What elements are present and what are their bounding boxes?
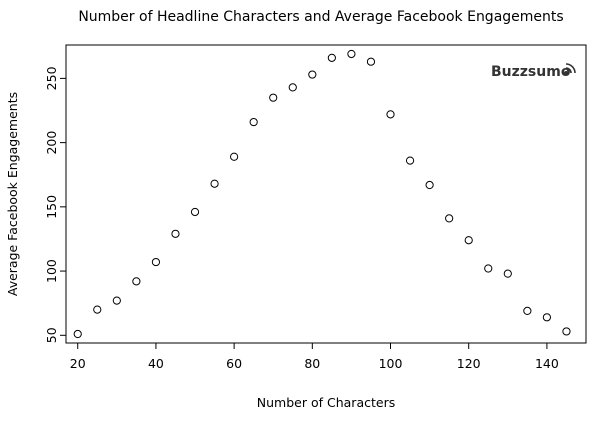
logo-text: Buzzsumo: [491, 64, 571, 80]
data-point: [425, 180, 434, 190]
y-tick-label: 150: [44, 195, 59, 219]
x-tick-label: 20: [70, 356, 86, 371]
y-tick-label: 250: [44, 66, 59, 90]
data-point: [347, 49, 356, 59]
x-tick-label: 120: [457, 356, 481, 371]
x-tick-label: 40: [148, 356, 164, 371]
data-point: [445, 214, 454, 223]
data-point: [464, 236, 473, 245]
data-point: [327, 53, 336, 62]
x-axis: 20 40 60 80 100 120 140: [70, 343, 559, 371]
data-points: [73, 49, 571, 339]
buzzsumo-logo: Buzzsumo: [491, 63, 576, 80]
data-point: [405, 156, 415, 165]
data-point: [523, 306, 532, 315]
y-tick-label: 200: [44, 131, 59, 155]
data-point: [132, 277, 141, 286]
data-point: [542, 313, 552, 322]
data-point: [73, 329, 82, 339]
x-axis-label: Number of Characters: [257, 395, 395, 410]
data-point: [562, 327, 571, 336]
x-tick-label: 100: [379, 356, 403, 371]
data-point: [93, 305, 102, 314]
x-tick-label: 80: [304, 356, 320, 371]
x-tick-label: 140: [535, 356, 559, 371]
data-point: [503, 269, 512, 278]
data-point: [171, 229, 180, 238]
y-tick-label: 100: [44, 259, 59, 283]
data-point: [151, 257, 161, 267]
data-point: [210, 179, 219, 188]
signal-icon: [564, 63, 576, 75]
data-point: [249, 117, 258, 127]
y-tick-label: 50: [44, 327, 59, 343]
chart-title: Number of Headline Characters and Averag…: [78, 9, 563, 25]
data-point: [112, 296, 121, 305]
x-tick-label: 60: [226, 356, 242, 371]
data-point: [308, 70, 317, 79]
data-point: [269, 93, 278, 102]
y-axis: 50 100 150 200 250: [44, 66, 66, 343]
data-point: [366, 57, 376, 66]
data-point: [288, 83, 297, 92]
y-axis-label: Average Facebook Engagements: [5, 92, 20, 296]
plot-frame: [65, 44, 587, 344]
data-point: [230, 152, 239, 161]
data-point: [386, 110, 395, 119]
data-point: [484, 264, 493, 273]
data-point: [190, 207, 200, 217]
